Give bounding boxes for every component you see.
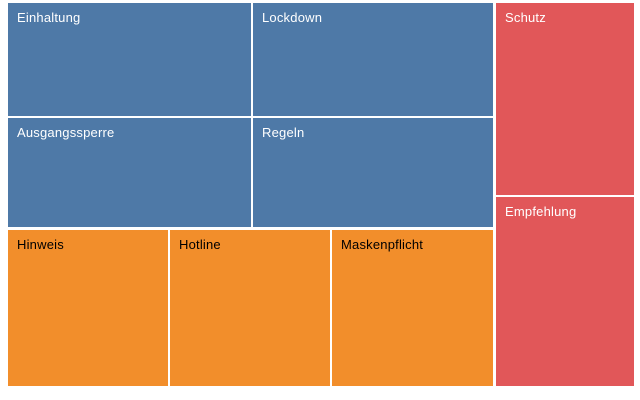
treemap-cell-label-regeln: Regeln <box>262 125 305 140</box>
treemap-cell-hotline[interactable]: Hotline <box>170 230 330 386</box>
treemap-cell-label-empfehlung: Empfehlung <box>505 204 577 219</box>
treemap-cell-label-ausgangssperre: Ausgangssperre <box>17 125 115 140</box>
treemap-cell-empfehlung[interactable]: Empfehlung <box>496 197 634 386</box>
treemap-cell-schutz[interactable]: Schutz <box>496 3 634 195</box>
treemap-cell-label-maskenpflicht: Maskenpflicht <box>341 237 424 252</box>
treemap-cell-label-lockdown: Lockdown <box>262 10 323 25</box>
treemap-cell-hinweis[interactable]: Hinweis <box>8 230 168 386</box>
treemap-cell-regeln[interactable]: Regeln <box>253 118 493 227</box>
treemap-cell-label-hinweis: Hinweis <box>17 237 64 252</box>
treemap-cell-maskenpflicht[interactable]: Maskenpflicht <box>332 230 493 386</box>
treemap-cell-label-hotline: Hotline <box>179 237 221 252</box>
treemap-cell-einhaltung[interactable]: Einhaltung <box>8 3 251 116</box>
treemap-cell-label-einhaltung: Einhaltung <box>17 10 81 25</box>
treemap-cell-label-schutz: Schutz <box>505 10 546 25</box>
treemap-cell-lockdown[interactable]: Lockdown <box>253 3 493 116</box>
treemap-cell-ausgangssperre[interactable]: Ausgangssperre <box>8 118 251 227</box>
